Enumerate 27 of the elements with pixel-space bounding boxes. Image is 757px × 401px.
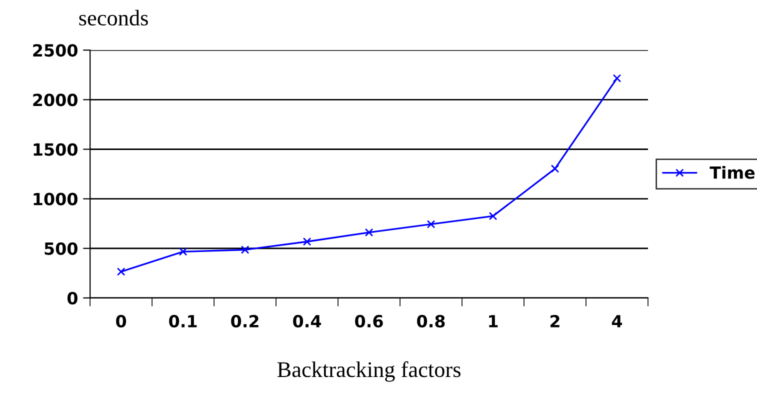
x-tick-label: 0.8	[417, 314, 445, 328]
x-tick-label: 0.1	[169, 314, 197, 328]
legend-label: Time	[710, 166, 755, 179]
point	[178, 247, 188, 256]
x-tick-label: 4	[612, 315, 622, 328]
y-tick-label: 0	[67, 292, 78, 305]
y-tick-label: 500	[44, 242, 78, 255]
y-tick-label: 2500	[33, 44, 78, 57]
x-axis-title: Backtracking factors	[277, 361, 460, 382]
y-tick-label: 2000	[33, 94, 78, 106]
x-tick-label: 2	[550, 314, 560, 328]
point	[488, 212, 498, 220]
x-tick-label: 0	[116, 314, 126, 328]
y-tick-label: 1000	[34, 192, 78, 206]
y-tick-label: 1500	[34, 143, 78, 156]
point	[426, 220, 436, 228]
point	[116, 268, 126, 276]
x-tick-label: 0.4	[293, 314, 322, 328]
point	[240, 246, 250, 254]
point	[550, 164, 560, 173]
x-tick-label: 0.2	[231, 314, 258, 328]
x-tick-label: 1	[489, 315, 498, 328]
x-tick-label: 0.6	[355, 314, 383, 328]
point	[364, 228, 374, 237]
y-axis-title: seconds	[79, 10, 148, 26]
point	[302, 237, 312, 246]
point	[612, 74, 622, 82]
